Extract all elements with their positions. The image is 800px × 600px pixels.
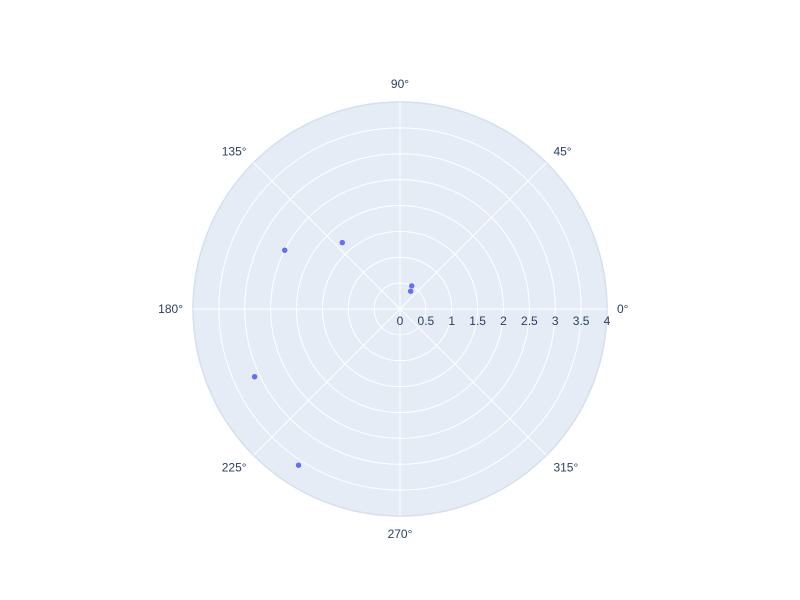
angular-gridline (399, 308, 547, 456)
radial-tick-label: 1 (448, 314, 455, 328)
radial-tick-label: 0.5 (418, 314, 435, 328)
scatter-point (408, 282, 415, 290)
angular-tick-label: 315° (553, 460, 578, 474)
scatter-point (407, 288, 414, 295)
polar-grid (192, 101, 608, 517)
scatter-point (295, 461, 302, 469)
scatter-points (251, 239, 415, 469)
radial-tick-label: 4 (604, 314, 611, 328)
radial-tick-label: 3 (552, 314, 559, 328)
angular-tick-label: 0° (617, 302, 629, 316)
radial-tick-label: 2 (500, 314, 507, 328)
angular-gridline (399, 162, 547, 310)
angular-gridline (253, 308, 401, 456)
angular-tick-label: 90° (391, 77, 409, 91)
radial-tick-label: 0 (397, 314, 404, 328)
radial-tick-label: 2.5 (521, 314, 538, 328)
angular-tick-label: 135° (222, 145, 247, 159)
angular-tick-labels: 0° 45° 90° 135° 180° 225° 270° 315° (158, 77, 629, 541)
angular-tick-label: 270° (388, 527, 413, 541)
angular-tick-label: 180° (158, 302, 183, 316)
scatter-point (281, 247, 288, 254)
radial-tick-label: 1.5 (469, 314, 486, 328)
radial-tick-labels: 0 0.5 1 1.5 2 2.5 3 3.5 4 (397, 314, 611, 328)
scatter-point (251, 373, 258, 381)
scatter-point (339, 239, 346, 246)
angular-gridline (253, 162, 401, 310)
angular-tick-label: 45° (553, 145, 571, 159)
radial-tick-label: 3.5 (573, 314, 590, 328)
angular-tick-label: 225° (222, 460, 247, 474)
